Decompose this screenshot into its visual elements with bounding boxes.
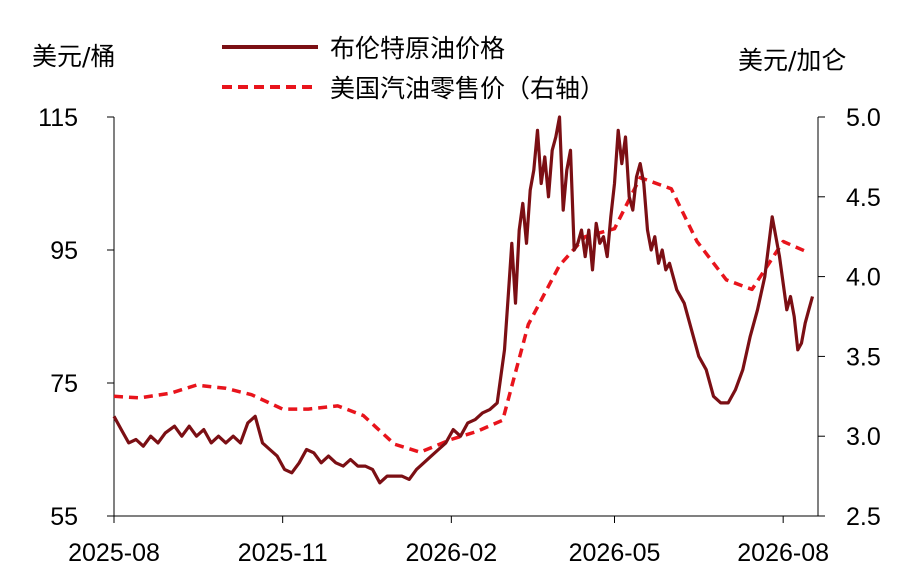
y-tick-label-right: 4.5 xyxy=(846,184,881,212)
legend-item-brent: 布伦特原油价格 xyxy=(222,27,605,67)
x-tick-label: 2026-08 xyxy=(737,539,829,567)
left-axis-unit: 美元/桶 xyxy=(32,42,116,71)
legend-label-gasoline: 美国汽油零售价（右轴） xyxy=(330,74,606,103)
y-tick-label-left: 115 xyxy=(38,104,78,132)
y-tick-label-left: 95 xyxy=(50,237,78,265)
series-layer xyxy=(112,115,815,485)
y-tick-label-right: 5.0 xyxy=(846,104,881,132)
x-tick-label: 2025-11 xyxy=(238,539,328,567)
y-tick-label-left: 55 xyxy=(50,503,78,531)
y-tick-label-left: 75 xyxy=(50,370,78,398)
legend-label-brent: 布伦特原油价格 xyxy=(330,34,506,63)
y-tick-label-right: 2.5 xyxy=(846,503,881,531)
series-line-gasoline xyxy=(113,175,810,454)
x-tick-label: 2026-05 xyxy=(569,539,661,567)
y-tick-label-right: 3.5 xyxy=(846,343,881,371)
legend-item-gasoline: 美国汽油零售价（右轴） xyxy=(222,67,605,107)
right-axis-unit: 美元/加仑 xyxy=(738,46,847,75)
legend-swatch-brent xyxy=(222,45,318,49)
axes: 55 75 95 115 2.5 3.0 3.5 4.0 4.5 5.0 2025-08 2025-1… xyxy=(38,104,881,567)
x-tick-label: 2026-02 xyxy=(405,539,497,567)
series-line-brent xyxy=(112,115,815,485)
x-tick-label: 2025-08 xyxy=(68,539,160,567)
y-tick-label-right: 4.0 xyxy=(846,264,881,292)
y-tick-label-right: 3.0 xyxy=(846,423,881,451)
legend-swatch-gasoline xyxy=(222,85,318,89)
legend: 布伦特原油价格 美国汽油零售价（右轴） xyxy=(222,27,605,107)
